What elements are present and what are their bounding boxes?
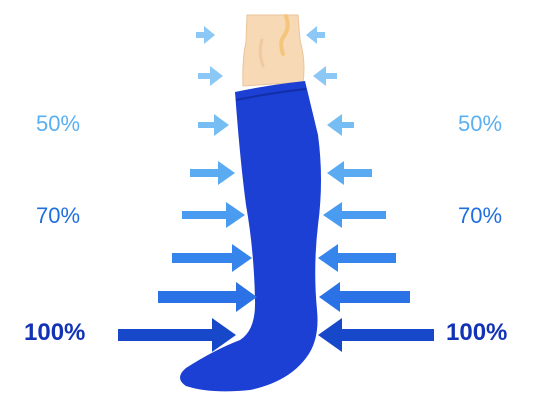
pressure-arrow-icon [313,66,337,86]
pressure-arrow-icon [319,282,410,312]
pressure-arrow-icon [172,244,252,272]
pressure-arrow-icon [306,26,325,44]
pressure-arrow-icon [158,282,257,312]
leg-illustration [242,14,305,87]
compression-sock [180,81,321,392]
pressure-label-right-50: 50% [458,111,503,136]
pressure-arrow-icon [118,318,236,352]
pressure-arrow-icon [182,202,245,228]
pressure-arrow-icon [318,318,434,352]
pressure-arrow-icon [327,161,372,185]
pressure-arrow-icon [190,161,235,185]
right-pressure-arrows [306,26,434,352]
pressure-arrow-icon [196,26,215,44]
left-pressure-arrows [118,26,257,352]
pressure-arrow-icon [318,244,396,272]
pressure-arrow-icon [327,114,354,136]
pressure-arrow-icon [198,114,229,136]
pressure-label-right-70: 70% [458,203,503,228]
pressure-arrow-icon [323,202,386,228]
pressure-label-right-100: 100% [446,319,508,346]
pressure-label-left-70: 70% [36,203,81,228]
pressure-label-left-100: 100% [24,319,86,346]
pressure-label-left-50: 50% [36,111,81,136]
pressure-arrow-icon [198,66,223,86]
